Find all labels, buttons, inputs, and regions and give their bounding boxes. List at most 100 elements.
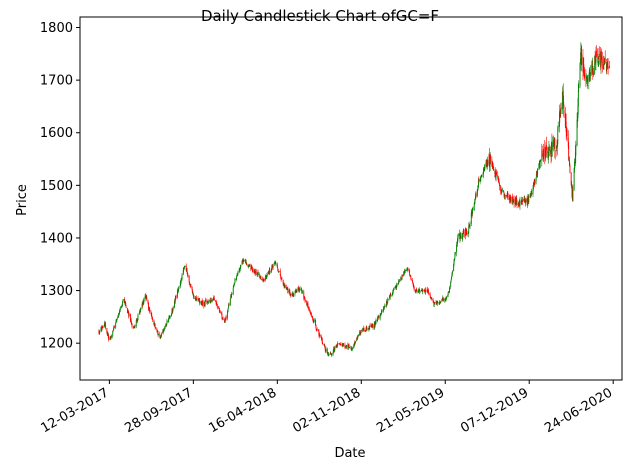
candle-body — [169, 316, 171, 318]
candles-group — [98, 42, 610, 357]
candle-body — [479, 178, 481, 183]
candle-body — [457, 233, 459, 237]
candle-body — [391, 294, 393, 297]
candle-body — [116, 319, 118, 321]
candle-body — [401, 275, 403, 280]
candle-body — [556, 146, 558, 149]
candle-body — [228, 304, 230, 308]
candle-body — [227, 307, 229, 310]
candle-body — [225, 317, 227, 319]
candle-body — [535, 178, 537, 185]
candle-body — [130, 319, 132, 321]
candle-body — [507, 192, 509, 197]
candle-body — [577, 105, 579, 118]
candle-body — [193, 294, 195, 299]
candle-body — [362, 329, 363, 331]
candle-body — [413, 286, 415, 288]
candle-body — [578, 86, 580, 89]
candle-body — [562, 90, 564, 100]
candle-body — [312, 315, 314, 319]
candle-body — [557, 127, 559, 145]
candle-body — [247, 264, 249, 267]
candle-body — [163, 329, 165, 331]
candle-body — [237, 272, 239, 275]
candle-body — [410, 279, 412, 281]
candle-body — [533, 182, 535, 184]
candle-body — [110, 336, 112, 339]
candle-body — [534, 179, 536, 184]
candle-body — [141, 303, 143, 309]
candle-body — [234, 278, 236, 283]
candle-body — [103, 326, 105, 328]
candle-body — [453, 264, 455, 272]
plot-frame — [79, 16, 623, 381]
candle-body — [459, 235, 461, 239]
candle-body — [409, 275, 411, 277]
candle-body — [171, 313, 172, 316]
candle-body — [119, 307, 121, 311]
candle-body — [166, 321, 168, 323]
candle-body — [98, 331, 100, 333]
candle-body — [406, 270, 408, 272]
candle-body — [593, 72, 594, 76]
candle-body — [304, 296, 306, 300]
candle-body — [298, 287, 300, 291]
candle-body — [191, 287, 193, 291]
candle-body — [357, 337, 358, 339]
candle-body — [444, 298, 446, 302]
candle-body — [246, 262, 248, 264]
candle-body — [583, 64, 585, 71]
candle-body — [290, 294, 292, 296]
candle-body — [192, 294, 194, 295]
candle-body — [540, 159, 542, 162]
candle-body — [111, 336, 112, 338]
candle-body — [584, 73, 586, 77]
candle-body — [99, 331, 101, 334]
candle-body — [498, 182, 500, 187]
candle-body — [574, 152, 576, 161]
candle-body — [457, 235, 459, 241]
candle-body — [397, 283, 399, 285]
candle-body — [562, 87, 564, 93]
candle-body — [571, 184, 573, 189]
candle-body — [315, 319, 316, 326]
candle-body — [316, 329, 318, 331]
candle-body — [106, 328, 108, 333]
candle-body — [278, 271, 280, 272]
candle-body — [110, 338, 112, 340]
x-tick-label: 12-03-2017 — [38, 385, 111, 436]
candle-body — [144, 296, 146, 300]
candle-body — [103, 325, 105, 327]
candle-body — [504, 196, 506, 198]
candle-body — [392, 289, 394, 293]
candle-body — [189, 283, 191, 286]
x-tick-label: 28-09-2017 — [122, 385, 195, 436]
candle-body — [374, 322, 376, 326]
candle-body — [565, 121, 567, 133]
candle-body — [357, 336, 359, 338]
candle-body — [348, 344, 350, 347]
candle-body — [568, 145, 570, 161]
candle-body — [483, 168, 485, 171]
candle-body — [224, 322, 226, 324]
candle-body — [501, 189, 503, 191]
candle-body — [606, 63, 608, 65]
candle-body — [481, 174, 483, 177]
candle-body — [126, 308, 128, 313]
candle-body — [140, 308, 141, 313]
candle-body — [270, 268, 272, 272]
candle-body — [465, 228, 467, 232]
candle-body — [339, 344, 341, 346]
candle-body — [595, 53, 597, 63]
y-tick-label: 1200 — [40, 337, 73, 352]
candle-body — [592, 67, 594, 74]
candle-body — [491, 159, 493, 166]
candle-body — [363, 330, 365, 331]
candle-body — [574, 161, 576, 169]
candle-body — [601, 57, 603, 58]
candle-body — [152, 319, 154, 320]
candle-body — [192, 290, 193, 294]
candle-body — [433, 302, 435, 305]
candle-body — [289, 293, 291, 295]
candle-body — [278, 271, 280, 273]
